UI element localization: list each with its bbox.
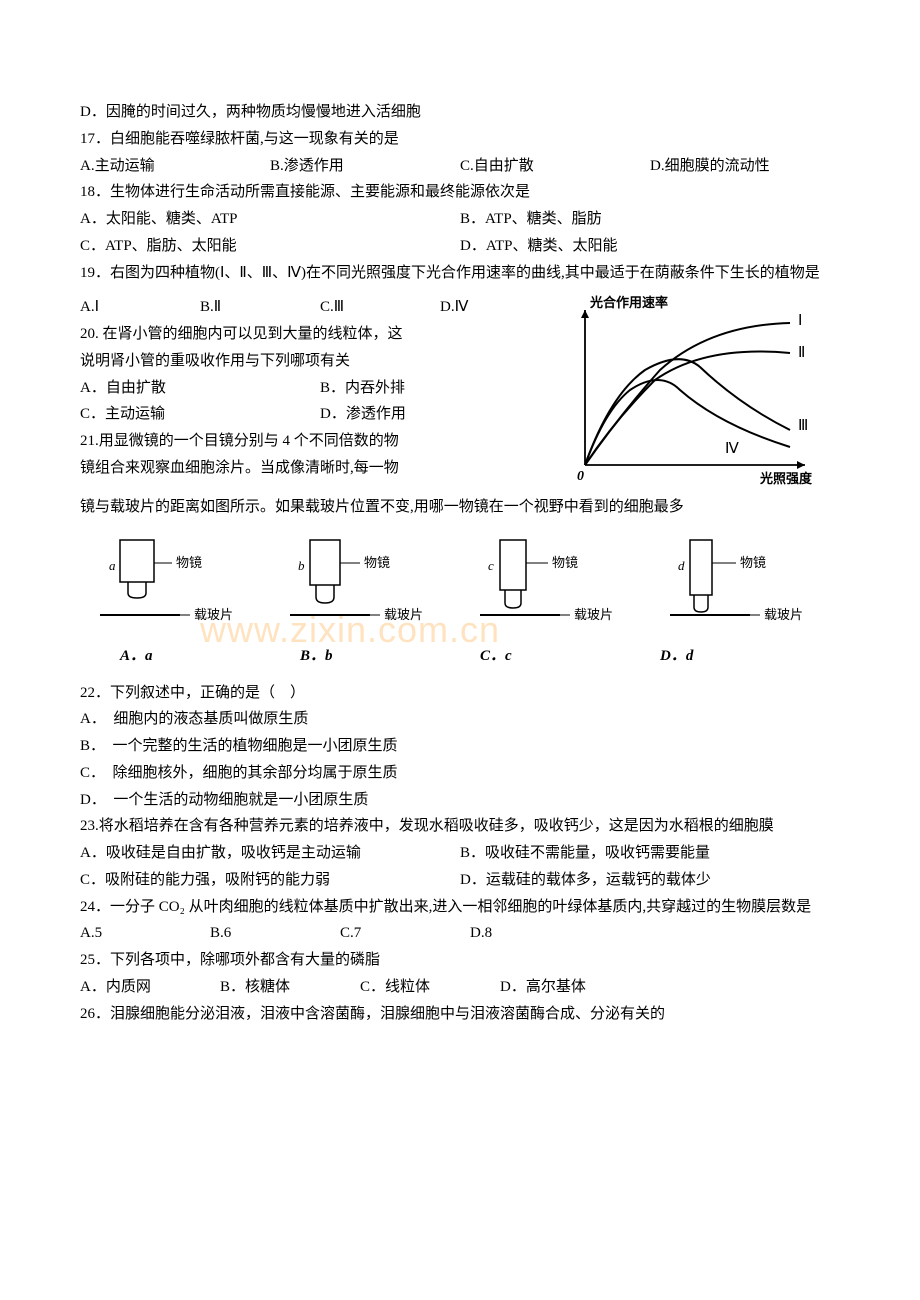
photosynthesis-chart: 光合作用速率 光照强度 0 Ⅰ Ⅱ Ⅲ Ⅳ xyxy=(560,295,830,495)
q18-b: B．ATP、糖类、脂肪 xyxy=(460,207,840,232)
q18-stem: 18．生物体进行生命活动所需直接能源、主要能源和最终能源依次是 xyxy=(80,180,840,205)
q23-d: D．运载硅的载体多，运载钙的载体少 xyxy=(460,868,840,893)
lens-diagrams: a 物镜 载玻片 b 物镜 载玻片 c 物镜 载玻片 xyxy=(80,535,840,634)
curve-2-label: Ⅱ xyxy=(798,345,805,361)
q20-row1: A．自由扩散 B．内吞外排 xyxy=(80,376,560,401)
q21-stem3: 镜与载玻片的距离如图所示。如果载玻片位置不变,用哪一物镜在一个视野中看到的细胞最… xyxy=(80,495,840,520)
chart-section: A.Ⅰ B.Ⅱ C.Ⅲ D.Ⅳ 20. 在肾小管的细胞内可以见到大量的线粒体，这… xyxy=(80,295,840,495)
q24-stem: 24．一分子 CO₂ 从叶肉细胞的线粒体基质中扩散出来,进入一相邻细胞的叶绿体基… xyxy=(80,895,840,920)
svg-text:物镜: 物镜 xyxy=(176,555,202,570)
q23-stem: 23.将水稻培养在含有各种营养元素的培养液中，发现水稻吸收硅多，吸收钙少，这是因… xyxy=(80,814,840,839)
q22-a: A． 细胞内的液态基质叫做原生质 xyxy=(80,707,840,732)
x-axis-label: 光照强度 xyxy=(759,471,813,486)
q17-stem: 17．白细胞能吞噬绿脓杆菌,与这一现象有关的是 xyxy=(80,127,840,152)
q16-option-d: D．因腌的时间过久，两种物质均慢慢地进入活细胞 xyxy=(80,100,840,125)
svg-text:载玻片: 载玻片 xyxy=(764,607,803,622)
curve-3-label: Ⅲ xyxy=(798,418,808,434)
curve-4-label: Ⅳ xyxy=(725,441,739,457)
q20-stem2: 说明肾小管的重吸收作用与下列哪项有关 xyxy=(80,349,560,374)
q25-a: A．内质网 xyxy=(80,975,220,1000)
svg-text:载玻片: 载玻片 xyxy=(384,607,423,622)
q24-c: C.7 xyxy=(340,921,470,946)
svg-text:载玻片: 载玻片 xyxy=(574,607,613,622)
y-axis-label: 光合作用速率 xyxy=(589,295,668,310)
q19-options: A.Ⅰ B.Ⅱ C.Ⅲ D.Ⅳ xyxy=(80,295,560,320)
q20-stem1: 20. 在肾小管的细胞内可以见到大量的线粒体，这 xyxy=(80,322,560,347)
q20-b: B．内吞外排 xyxy=(320,376,560,401)
q25-d: D．高尔基体 xyxy=(500,975,840,1000)
lens-d: d 物镜 载玻片 xyxy=(660,535,830,634)
q25-options: A．内质网 B．核糖体 C．线粒体 D．高尔基体 xyxy=(80,975,840,1000)
q25-stem: 25．下列各项中，除哪项外都含有大量的磷脂 xyxy=(80,948,840,973)
lens-b: b 物镜 载玻片 xyxy=(280,535,450,634)
q22-d: D． 一个生活的动物细胞就是一小团原生质 xyxy=(80,788,840,813)
q18-row1: A．太阳能、糖类、ATP B．ATP、糖类、脂肪 xyxy=(80,207,840,232)
q19-a: A.Ⅰ xyxy=(80,295,200,320)
svg-text:物镜: 物镜 xyxy=(740,555,766,570)
q21-options: A．a B．b C．c D．d xyxy=(80,644,840,669)
q23-row2: C．吸附硅的能力强，吸附钙的能力弱 D．运载硅的载体多，运载钙的载体少 xyxy=(80,868,840,893)
q18-c: C．ATP、脂肪、太阳能 xyxy=(80,234,460,259)
q23-b: B．吸收硅不需能量，吸收钙需要能量 xyxy=(460,841,840,866)
q17-d: D.细胞膜的流动性 xyxy=(650,154,840,179)
curve-1-label: Ⅰ xyxy=(798,313,802,329)
q25-b: B．核糖体 xyxy=(220,975,360,1000)
svg-text:载玻片: 载玻片 xyxy=(194,607,233,622)
q24-a: A.5 xyxy=(80,921,210,946)
q22-b: B． 一个完整的生活的植物细胞是一小团原生质 xyxy=(80,734,840,759)
q18-row2: C．ATP、脂肪、太阳能 D．ATP、糖类、太阳能 xyxy=(80,234,840,259)
q24-d: D.8 xyxy=(470,921,840,946)
svg-text:b: b xyxy=(298,558,305,573)
q22-c: C． 除细胞核外，细胞的其余部分均属于原生质 xyxy=(80,761,840,786)
q23-c: C．吸附硅的能力强，吸附钙的能力弱 xyxy=(80,868,460,893)
q19-d: D.Ⅳ xyxy=(440,295,560,320)
q20-row2: C．主动运输 D．渗透作用 xyxy=(80,402,560,427)
q20-d: D．渗透作用 xyxy=(320,402,560,427)
q20-a: A．自由扩散 xyxy=(80,376,320,401)
q22-stem: 22．下列叙述中，正确的是（ ） xyxy=(80,681,840,706)
lens-a: a 物镜 载玻片 xyxy=(90,535,260,634)
q20-c: C．主动运输 xyxy=(80,402,320,427)
q24-b: B.6 xyxy=(210,921,340,946)
q21-b: B．b xyxy=(300,644,480,669)
lens-c: c 物镜 载玻片 xyxy=(470,535,640,634)
q18-a: A．太阳能、糖类、ATP xyxy=(80,207,460,232)
q17-b: B.渗透作用 xyxy=(270,154,460,179)
origin-label: 0 xyxy=(577,469,584,484)
svg-text:d: d xyxy=(678,558,685,573)
q21-d: D．d xyxy=(660,644,840,669)
q21-a: A．a xyxy=(80,644,300,669)
svg-text:a: a xyxy=(109,558,116,573)
q26-stem: 26．泪腺细胞能分泌泪液，泪液中含溶菌酶，泪腺细胞中与泪液溶菌酶合成、分泌有关的 xyxy=(80,1002,840,1027)
q23-a: A．吸收硅是自由扩散，吸收钙是主动运输 xyxy=(80,841,460,866)
q23-row1: A．吸收硅是自由扩散，吸收钙是主动运输 B．吸收硅不需能量，吸收钙需要能量 xyxy=(80,841,840,866)
q21-stem2: 镜组合来观察血细胞涂片。当成像清晰时,每一物 xyxy=(80,456,560,481)
q18-d: D．ATP、糖类、太阳能 xyxy=(460,234,840,259)
q19-b: B.Ⅱ xyxy=(200,295,320,320)
svg-text:c: c xyxy=(488,558,494,573)
q21-stem1: 21.用显微镜的一个目镜分别与 4 个不同倍数的物 xyxy=(80,429,560,454)
svg-text:物镜: 物镜 xyxy=(552,555,578,570)
q17-options: A.主动运输 B.渗透作用 C.自由扩散 D.细胞膜的流动性 xyxy=(80,154,840,179)
q21-c: C．c xyxy=(480,644,660,669)
svg-text:物镜: 物镜 xyxy=(364,555,390,570)
q24-options: A.5 B.6 C.7 D.8 xyxy=(80,921,840,946)
q17-a: A.主动运输 xyxy=(80,154,270,179)
q25-c: C．线粒体 xyxy=(360,975,500,1000)
q17-c: C.自由扩散 xyxy=(460,154,650,179)
q19-stem: 19．右图为四种植物(Ⅰ、Ⅱ、Ⅲ、Ⅳ)在不同光照强度下光合作用速率的曲线,其中最… xyxy=(80,261,840,286)
q19-c: C.Ⅲ xyxy=(320,295,440,320)
